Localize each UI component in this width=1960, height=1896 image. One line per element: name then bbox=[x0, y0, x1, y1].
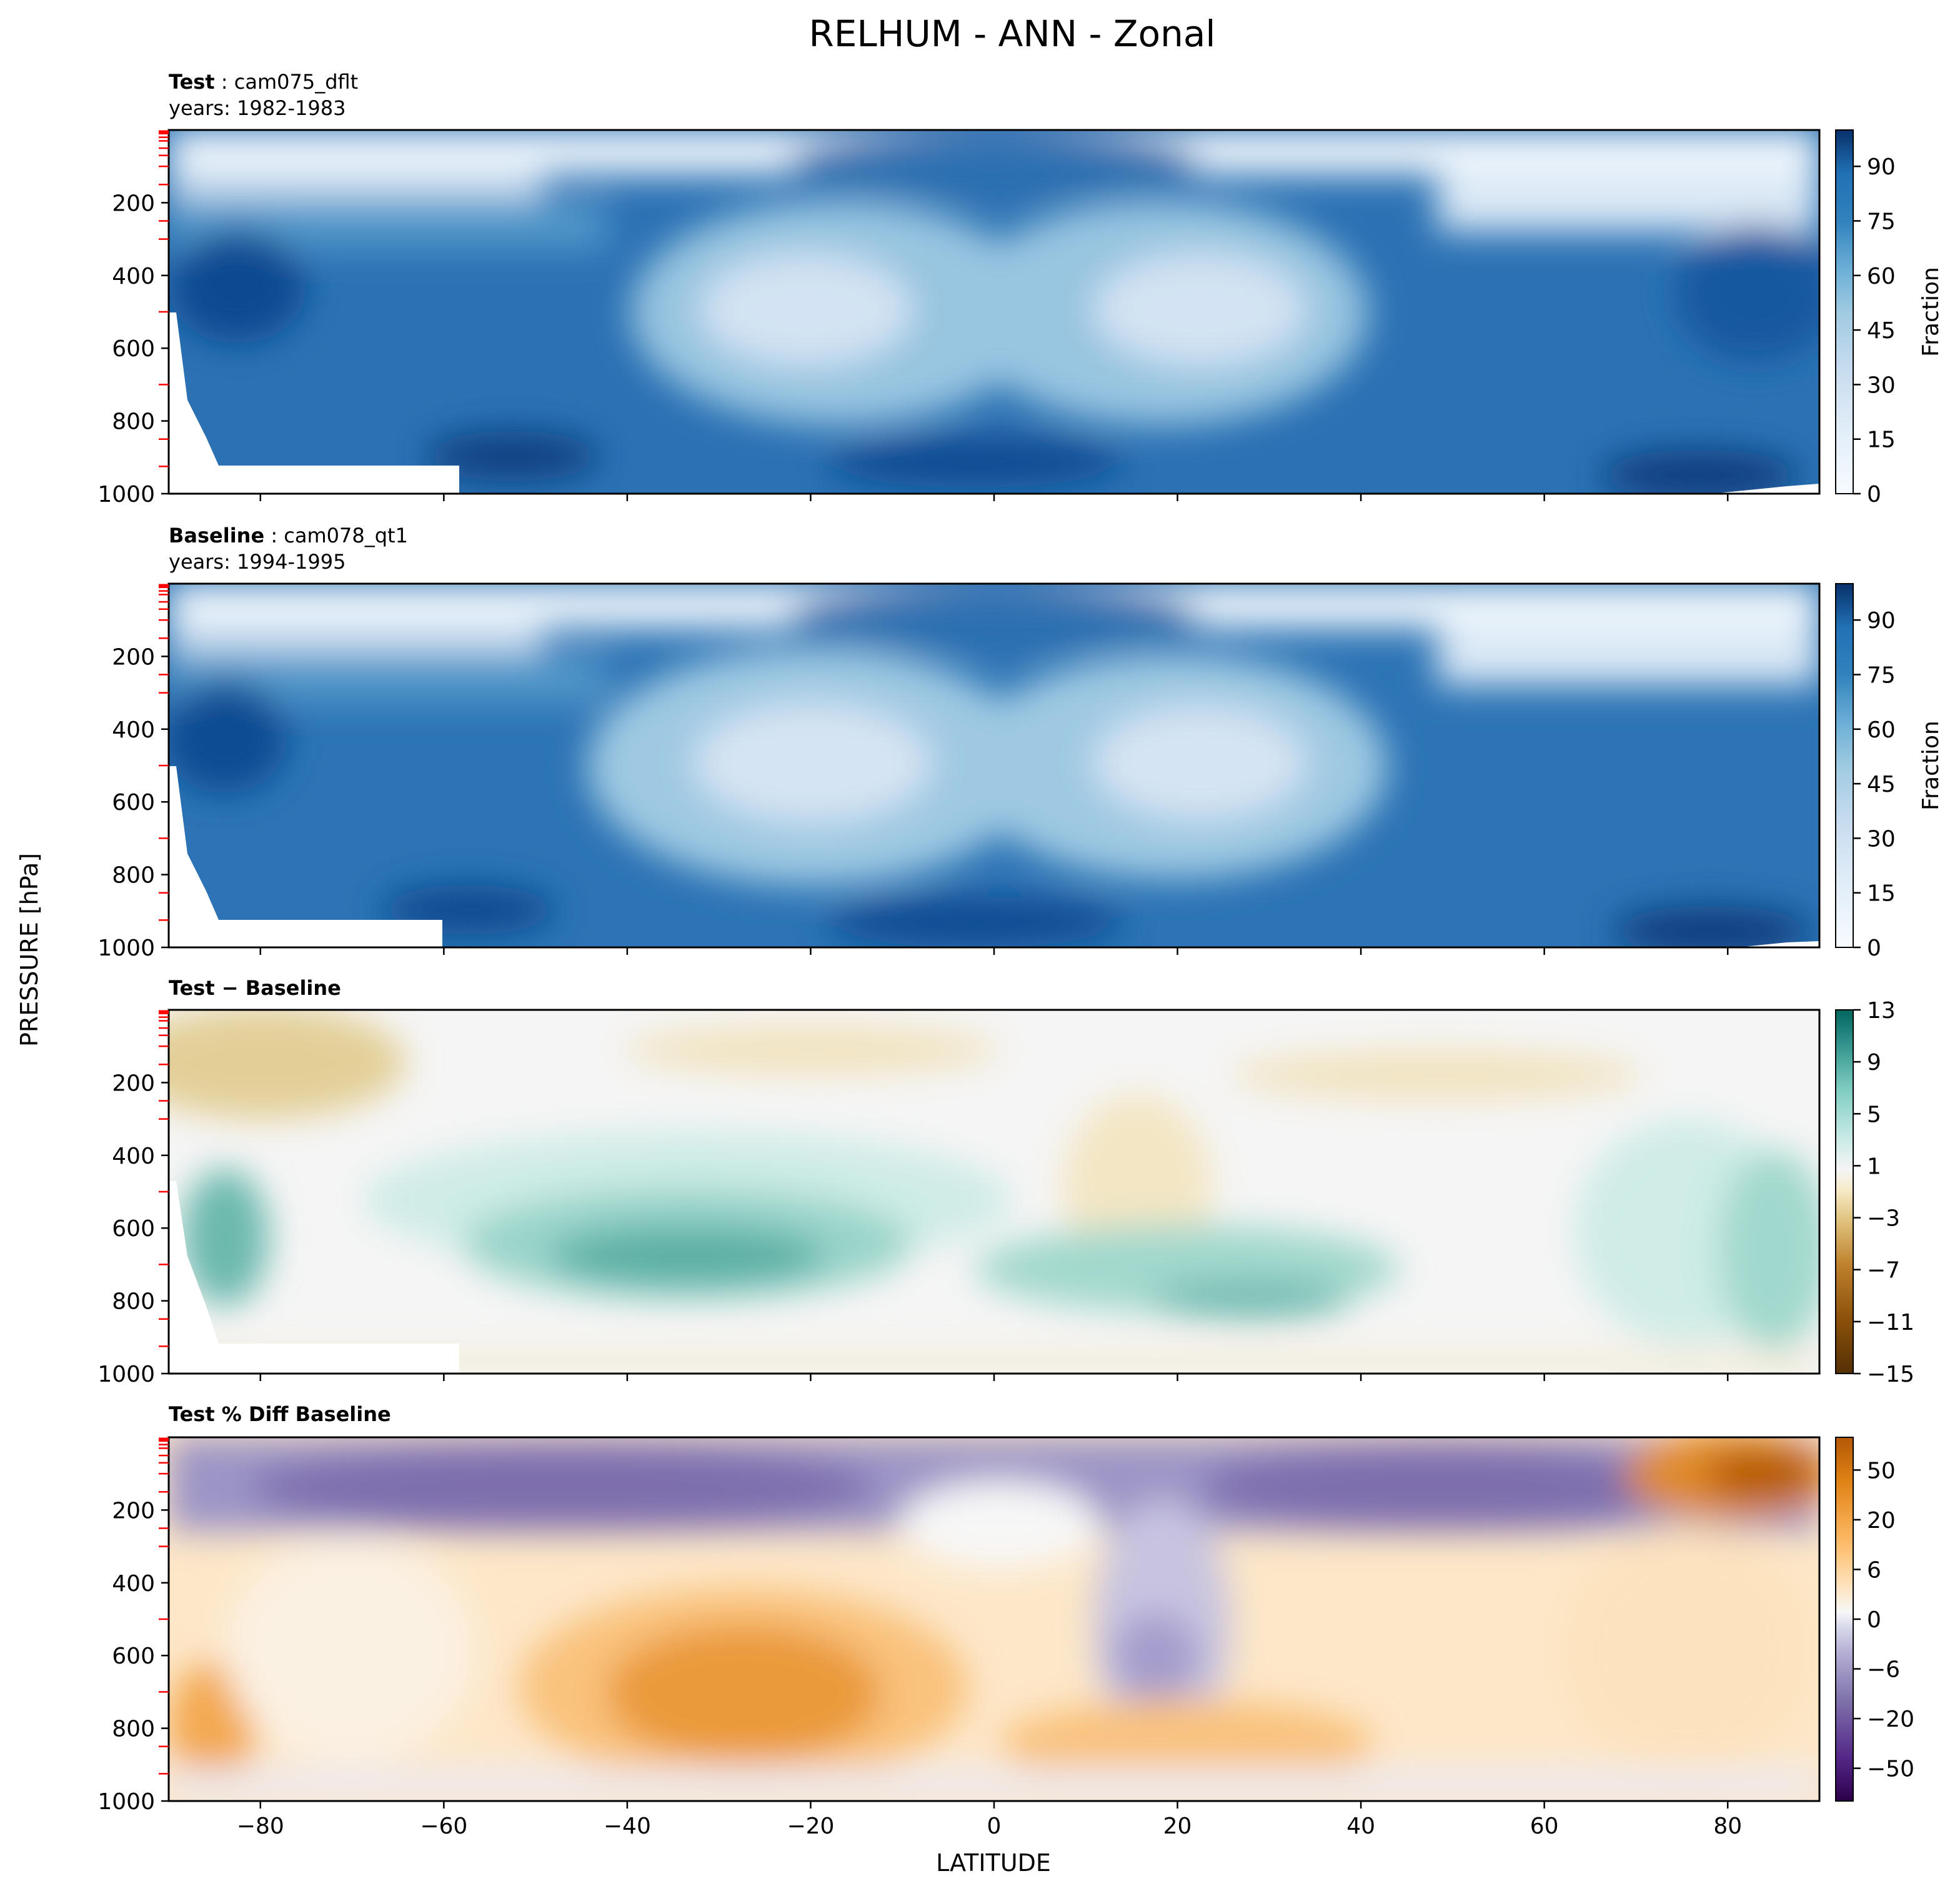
colorbar-tick-label: 6 bbox=[1867, 1557, 1881, 1583]
colorbar-tick-label: 75 bbox=[1867, 663, 1896, 689]
x-tick-label: −60 bbox=[420, 1814, 467, 1839]
y-tick-label: 800 bbox=[112, 1717, 155, 1742]
colorbar-tick-label: −50 bbox=[1867, 1757, 1914, 1782]
x-axis-title: LATITUDE bbox=[936, 1849, 1051, 1877]
panel-baseline-subtitle: years: 1994-1995 bbox=[169, 550, 346, 574]
colorbar-tick-label: 50 bbox=[1867, 1458, 1896, 1484]
colorbar-tick-label: 9 bbox=[1867, 1050, 1881, 1075]
y-tick-label: 200 bbox=[112, 644, 155, 670]
figure-title: RELHUM - ANN - Zonal bbox=[808, 12, 1215, 55]
y-tick-label: 400 bbox=[112, 264, 155, 289]
colorbar-tick-label: −7 bbox=[1867, 1258, 1900, 1284]
x-tick-label: 80 bbox=[1713, 1814, 1742, 1839]
colorbar-diff-ramp bbox=[1835, 1009, 1854, 1374]
panel-diff-xticks bbox=[259, 1374, 1729, 1381]
colorbar-tick-label: 30 bbox=[1867, 826, 1896, 852]
colorbar-test-label: Fraction bbox=[1918, 267, 1944, 357]
colorbar-tick-label: 75 bbox=[1867, 209, 1896, 235]
colorbar-tick-label: 45 bbox=[1867, 772, 1896, 797]
colorbar-tick-label: −11 bbox=[1867, 1310, 1914, 1335]
colorbar-tick-label: 60 bbox=[1867, 717, 1896, 743]
x-tick-label: 20 bbox=[1163, 1814, 1192, 1839]
panel-test-subtitle: years: 1982-1983 bbox=[169, 96, 346, 120]
colorbar-tick-label: 45 bbox=[1867, 318, 1896, 344]
y-tick-label: 600 bbox=[112, 1644, 155, 1669]
colorbar-baseline-ramp bbox=[1835, 583, 1854, 948]
colorbar-tick-label: 20 bbox=[1867, 1508, 1896, 1534]
colorbar-tick-label: −6 bbox=[1867, 1657, 1900, 1683]
y-axis-title: PRESSURE [hPa] bbox=[16, 853, 43, 1047]
x-tick-label: −80 bbox=[237, 1814, 284, 1839]
panel-pctdiff-colorbar: 50 20 6 0 −6 −20 −50 bbox=[1835, 1437, 1914, 1802]
x-tick-label: −20 bbox=[787, 1814, 834, 1839]
panel-baseline-xticks bbox=[259, 947, 1729, 955]
colorbar-tick-label: 13 bbox=[1867, 998, 1896, 1024]
panel-test-field bbox=[169, 130, 1819, 494]
x-tick-label: 0 bbox=[987, 1814, 1002, 1839]
colorbar-tick-label: −15 bbox=[1867, 1362, 1914, 1387]
y-tick-label: 200 bbox=[112, 191, 155, 216]
colorbar-tick-label: −3 bbox=[1867, 1206, 1900, 1232]
y-tick-label: 600 bbox=[112, 790, 155, 816]
colorbar-test-ramp bbox=[1835, 129, 1854, 494]
panel-baseline-colorbar: 0 15 30 45 60 75 90 Fraction bbox=[1835, 583, 1944, 961]
colorbar-pctdiff-ramp bbox=[1835, 1437, 1854, 1802]
x-tick-label: −40 bbox=[604, 1814, 651, 1839]
panel-diff-yticks: 200 400 600 800 1000 bbox=[97, 1010, 169, 1387]
panel-test-xticks bbox=[259, 494, 1729, 501]
y-tick-label: 800 bbox=[112, 863, 155, 889]
panel-baseline-yticks: 200 400 600 800 1000 bbox=[97, 584, 169, 961]
panel-pctdiff-xticks: −80 −60 −40 −20 0 20 40 60 80 bbox=[237, 1801, 1742, 1839]
panel-pctdiff-field bbox=[169, 1437, 1819, 1801]
colorbar-tick-label: 60 bbox=[1867, 264, 1896, 289]
colorbar-tick-label: 30 bbox=[1867, 372, 1896, 398]
colorbar-tick-label: 90 bbox=[1867, 608, 1896, 634]
panel-baseline-title: Baseline : cam078_qt1 bbox=[169, 524, 408, 547]
y-tick-label: 1000 bbox=[97, 482, 155, 507]
panel-test-colorbar: 0 15 30 45 60 75 90 Fraction bbox=[1835, 129, 1944, 507]
y-tick-label: 800 bbox=[112, 409, 155, 435]
colorbar-tick-label: 0 bbox=[1867, 482, 1881, 507]
y-tick-label: 1000 bbox=[97, 1362, 155, 1387]
colorbar-tick-label: 1 bbox=[1867, 1154, 1881, 1179]
panel-diff-title: Test − Baseline bbox=[169, 976, 341, 1000]
colorbar-tick-label: 15 bbox=[1867, 881, 1896, 907]
y-tick-label: 200 bbox=[112, 1070, 155, 1096]
x-tick-label: 60 bbox=[1530, 1814, 1559, 1839]
y-tick-label: 400 bbox=[112, 1144, 155, 1169]
y-tick-label: 200 bbox=[112, 1498, 155, 1524]
colorbar-tick-label: 90 bbox=[1867, 154, 1896, 180]
panel-test: Test : cam075_dflt years: 1982-1983 bbox=[97, 70, 1944, 507]
x-tick-label: 40 bbox=[1346, 1814, 1375, 1839]
y-tick-label: 400 bbox=[112, 717, 155, 743]
y-tick-label: 800 bbox=[112, 1289, 155, 1315]
panel-baseline-field bbox=[169, 584, 1819, 947]
y-tick-label: 400 bbox=[112, 1571, 155, 1597]
panel-baseline: Baseline : cam078_qt1 years: 1994-1995 bbox=[97, 524, 1944, 961]
y-tick-label: 600 bbox=[112, 336, 155, 362]
panel-pctdiff-yticks: 200 400 600 800 1000 bbox=[97, 1437, 169, 1815]
panel-pctdiff: Test % Diff Baseline bbox=[97, 1402, 1914, 1839]
colorbar-tick-label: 15 bbox=[1867, 427, 1896, 453]
colorbar-tick-label: 0 bbox=[1867, 1607, 1881, 1633]
colorbar-tick-label: 0 bbox=[1867, 936, 1881, 961]
y-tick-label: 600 bbox=[112, 1216, 155, 1242]
y-tick-label: 1000 bbox=[97, 936, 155, 961]
panel-diff-colorbar: 13 9 5 1 −3 −7 −11 −15 bbox=[1835, 998, 1914, 1387]
panel-test-yticks: 200 400 600 800 1000 bbox=[97, 130, 169, 507]
y-tick-label: 1000 bbox=[97, 1789, 155, 1815]
colorbar-baseline-label: Fraction bbox=[1918, 721, 1944, 811]
colorbar-tick-label: −20 bbox=[1867, 1707, 1914, 1732]
panel-test-title: Test : cam075_dflt bbox=[169, 70, 358, 94]
panel-pctdiff-title: Test % Diff Baseline bbox=[169, 1402, 391, 1426]
panel-diff-field bbox=[169, 1010, 1819, 1374]
colorbar-tick-label: 5 bbox=[1867, 1102, 1881, 1127]
